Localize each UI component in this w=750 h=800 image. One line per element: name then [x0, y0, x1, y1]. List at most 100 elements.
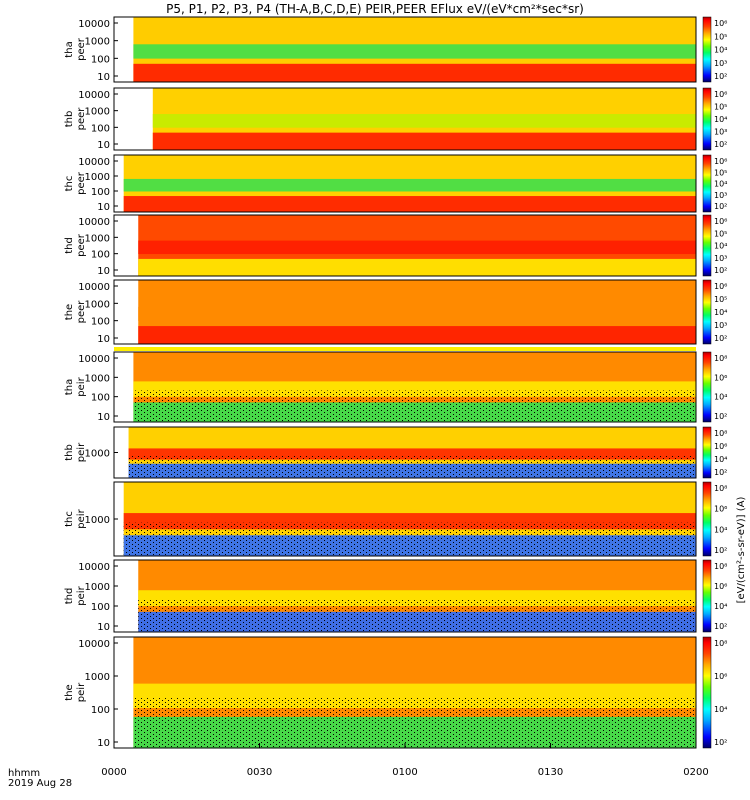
colorbar — [702, 351, 712, 423]
panel-the-peir: 10000 1000 100 10 the peir 10⁸ 10⁶ 10⁴ 10² — [64, 636, 727, 749]
panel-species-label: peir — [76, 376, 87, 396]
panel-thc-peir: 1000 thc peir 10⁸ 10⁶ 10⁴ 10² — [64, 481, 727, 557]
panel-probe-label: thb — [64, 111, 75, 128]
colorbar-tick-label: 10⁸ — [714, 484, 727, 493]
colorbar-tick-label: 10⁶ — [714, 582, 727, 591]
y-tick-label: 100 — [91, 602, 110, 613]
panel-the-peer: 10000 1000 100 10 the peer 10⁶ 10⁵ 10⁴ 10³ 10² — [64, 279, 727, 345]
colorbar-tick-label: 10⁵ — [714, 295, 727, 304]
colorbar-tick-label: 10² — [714, 622, 727, 631]
x-axis-label-line1: hhmm — [8, 768, 40, 779]
y-tick-label: 1000 — [85, 582, 110, 593]
colorbar — [702, 87, 712, 151]
y-tick-label: 100 — [91, 393, 110, 404]
y-tick-label: 1000 — [85, 172, 110, 183]
y-tick-label: 10 — [97, 334, 110, 345]
x-tick-label: 0200 — [683, 767, 708, 778]
colorbar — [702, 279, 712, 345]
panel-species-label: peer — [76, 233, 87, 257]
colorbar-tick-label: 10⁴ — [714, 308, 727, 317]
y-tick-label: 1000 — [85, 672, 110, 683]
panel-frame — [113, 351, 697, 423]
y-tick-label: 10000 — [78, 217, 110, 228]
colorbar-tick-label: 10⁴ — [714, 705, 727, 714]
colorbar-tick-label: 10² — [714, 266, 727, 275]
panel-probe-label: tha — [64, 379, 75, 395]
colorbar-tick-label: 10³ — [714, 321, 727, 330]
mid-energy-band — [123, 178, 696, 192]
low-energy-band — [152, 132, 697, 150]
panel-frame — [113, 214, 697, 277]
colorbar-tick-label: 10⁸ — [714, 639, 727, 648]
colorbar — [702, 426, 712, 479]
panel-frame — [113, 559, 697, 633]
low-energy-band — [133, 63, 696, 82]
panel-frame — [113, 16, 697, 83]
colorbar-tick-label: 10⁶ — [714, 505, 727, 514]
colorbar-tick-label: 10² — [714, 738, 727, 747]
colorbar-tick-label: 10⁴ — [714, 602, 727, 611]
chart-title: P5, P1, P2, P3, P4 (TH-A,B,C,D,E) PEIR,P… — [166, 2, 584, 16]
y-tick-label: 10 — [97, 622, 110, 633]
colorbar-tick-label: 10² — [714, 334, 727, 343]
colorbar-tick-label: 10⁶ — [714, 90, 727, 99]
colorbar — [702, 16, 712, 83]
y-tick-label: 10000 — [78, 157, 110, 168]
colorbar — [702, 154, 712, 213]
colorbar-tick-label: 10² — [714, 140, 727, 149]
y-tick-label: 10 — [97, 266, 110, 277]
colorbar-tick-label: 10⁴ — [714, 242, 727, 251]
y-tick-label: 10 — [97, 202, 110, 213]
y-tick-label: 100 — [91, 123, 110, 134]
y-tick-label: 1000 — [85, 449, 110, 460]
colorbar-tick-label: 10³ — [714, 59, 727, 68]
colorbar-tick-label: 10² — [714, 72, 727, 81]
panel-species-label: peir — [76, 508, 87, 528]
y-tick-label: 1000 — [85, 37, 110, 48]
panel-probe-label: the — [64, 684, 75, 700]
colorbar-tick-label: 10⁶ — [714, 442, 727, 451]
panel-species-label: peer — [76, 37, 87, 61]
y-tick-label: 1000 — [85, 299, 110, 310]
y-tick-label: 100 — [91, 317, 110, 328]
colorbar-tick-label: 10³ — [714, 254, 727, 263]
panel-thd-peer: 10000 1000 100 10 thd peer 10⁶ 10⁵ 10⁴ 10³ 10² — [64, 214, 727, 277]
y-tick-label: 10 — [97, 140, 110, 151]
y-tick-label: 1000 — [85, 515, 110, 526]
colorbar-tick-label: 10⁶ — [714, 282, 727, 291]
separator-band — [114, 347, 696, 351]
y-tick-label: 10000 — [78, 19, 110, 30]
y-tick-label: 10000 — [78, 90, 110, 101]
colorbar-tick-label: 10³ — [714, 128, 727, 137]
panel-thd-peir: 10000 1000 100 10 thd peir 10⁸ 10⁶ 10⁴ 10² — [64, 559, 727, 633]
colorbar-tick-label: 10⁶ — [714, 19, 727, 28]
noise-speckle — [128, 455, 697, 478]
colorbar-tick-label: 10⁸ — [714, 562, 727, 571]
colorbar — [702, 636, 712, 749]
noise-speckle — [123, 522, 696, 556]
y-tick-label: 100 — [91, 187, 110, 198]
colorbar-tick-label: 10⁸ — [714, 429, 727, 438]
noise-speckle — [133, 698, 696, 748]
panel-probe-label: thd — [64, 237, 75, 254]
y-tick-label: 1000 — [85, 107, 110, 118]
low-energy-band — [123, 196, 696, 212]
colorbar-tick-label: 10⁴ — [714, 525, 727, 534]
colorbar-tick-label: 10³ — [714, 191, 727, 200]
colorbar-tick-label: 10⁵ — [714, 103, 727, 112]
panel-frame — [113, 154, 697, 213]
panel-species-label: peer — [76, 300, 87, 324]
noise-speckle — [133, 390, 696, 422]
mid-energy-band — [152, 114, 697, 128]
y-tick-label: 10000 — [78, 639, 110, 650]
colorbar-tick-label: 10⁵ — [714, 168, 727, 177]
y-tick-label: 1000 — [85, 373, 110, 384]
colorbar-tick-label: 10⁶ — [714, 373, 727, 382]
y-tick-label: 100 — [91, 705, 110, 716]
panel-frame — [113, 279, 697, 345]
y-tick-label: 100 — [91, 54, 110, 65]
colorbar-tick-label: 10² — [714, 412, 727, 421]
colorbar-tick-label: 10⁶ — [714, 217, 727, 226]
low-energy-band — [138, 258, 696, 276]
